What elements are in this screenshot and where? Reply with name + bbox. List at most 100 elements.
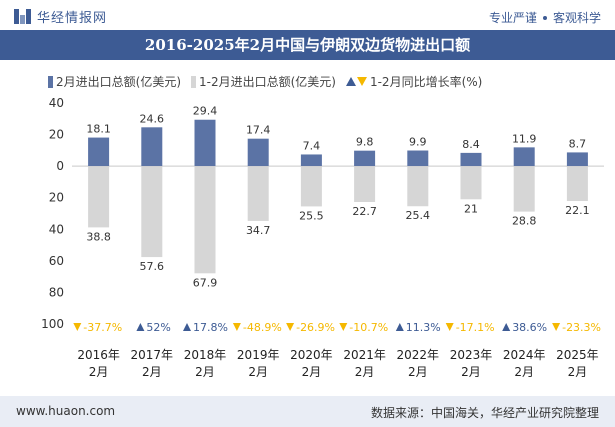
x-category-label-month: 2月	[142, 365, 162, 379]
title-bar: 2016-2025年2月中国与伊朗双边货物进出口额	[0, 30, 615, 60]
x-category-label-year: 2019年	[237, 348, 280, 362]
x-category-label-month: 2月	[89, 365, 109, 379]
brand-logo[interactable]: 华经情报网	[14, 7, 107, 26]
growth-rate-label: 52%	[146, 321, 170, 334]
footer-bar: www.huaon.com 数据来源：中国海关，华经产业研究院整理	[0, 396, 615, 427]
growth-down-triangle-icon	[286, 323, 295, 331]
bar-series2	[88, 166, 110, 228]
growth-down-triangle-icon	[339, 323, 348, 331]
growth-up-triangle-icon	[136, 323, 145, 331]
growth-up-triangle-icon	[183, 323, 191, 331]
bar-series1	[194, 119, 216, 167]
bar-series2-value-label: 25.5	[299, 209, 324, 222]
x-category-label-year: 2016年	[77, 348, 120, 362]
bar-series1	[300, 154, 322, 167]
bar-series2-value-label: 34.7	[246, 224, 271, 237]
legend-label-series3: 1-2月同比增长率(%)	[369, 75, 483, 89]
growth-rate-label: -48.9%	[243, 321, 282, 334]
bar-series2-value-label: 28.8	[512, 215, 537, 228]
growth-rate-label: -37.7%	[83, 321, 122, 334]
bar-series1-value-label: 7.4	[303, 139, 321, 152]
bar-series2	[247, 166, 269, 221]
footer-website-link[interactable]: www.huaon.com	[16, 404, 116, 418]
tagline: 专业严谨 客观科学	[489, 9, 601, 26]
x-category-label-year: 2017年	[131, 348, 174, 362]
separator-dot-icon	[542, 15, 547, 20]
bar-series2-value-label: 25.4	[406, 209, 431, 222]
y-tick-label: 20	[49, 191, 64, 205]
bar-series2	[354, 166, 376, 202]
x-category-label-month: 2月	[408, 365, 428, 379]
x-category-label-month: 2月	[248, 365, 268, 379]
legend-item-series2: 1-2月进出口总额(亿美元)	[191, 73, 336, 90]
bar-series1	[460, 152, 482, 167]
bar-series1	[407, 150, 429, 167]
growth-rate-label: 38.6%	[512, 321, 547, 334]
bar-series2	[407, 166, 429, 207]
bar-series1	[513, 147, 535, 167]
growth-down-triangle-icon	[73, 323, 82, 331]
y-tick-label: 80	[49, 285, 64, 299]
bar-series2-value-label: 22.1	[565, 204, 590, 217]
bar-series1	[354, 150, 376, 167]
x-category-label-month: 2月	[461, 365, 481, 379]
footer-source: 数据来源：中国海关，华经产业研究院整理	[370, 406, 599, 420]
bar-series2	[141, 166, 163, 258]
y-tick-label: 100	[41, 317, 64, 331]
x-category-label-year: 2022年	[397, 348, 440, 362]
y-tick-label: 20	[49, 128, 64, 142]
tagline-right: 客观科学	[552, 11, 601, 25]
growth-up-triangle-icon	[395, 323, 404, 331]
x-category-label-year: 2023年	[450, 348, 493, 362]
brand-logo-icon	[14, 9, 32, 24]
x-category-label-month: 2月	[568, 365, 588, 379]
bar-series2-value-label: 21	[464, 202, 478, 215]
bar-series1-value-label: 9.8	[356, 136, 374, 149]
top-bar: 华经情报网 专业严谨 客观科学	[0, 0, 615, 30]
legend-label-series1: 2月进出口总额(亿美元)	[56, 75, 181, 89]
bar-series1	[141, 127, 163, 167]
bar-series2	[566, 166, 588, 202]
bar-series1-value-label: 17.4	[246, 124, 271, 137]
legend-swatch-series1	[48, 75, 53, 88]
growth-rate-label: -10.7%	[349, 321, 388, 334]
x-category-label-year: 2025年	[556, 348, 599, 362]
bar-series2-value-label: 22.7	[352, 205, 377, 218]
chart-legend: 2月进出口总额(亿美元) 1-2月进出口总额(亿美元) 1-2月同比增长率(%)	[48, 73, 492, 90]
bar-series1	[247, 138, 269, 167]
growth-up-triangle-icon	[502, 323, 511, 331]
bar-series1	[566, 152, 588, 167]
triangle-up-icon	[345, 77, 356, 86]
y-tick-label: 60	[49, 254, 64, 268]
x-category-label-month: 2月	[195, 365, 215, 379]
x-category-label-year: 2021年	[343, 348, 386, 362]
chart-title: 2016-2025年2月中国与伊朗双边货物进出口额	[144, 36, 471, 54]
triangle-down-icon	[356, 77, 367, 86]
bar-series2-value-label: 38.8	[86, 230, 111, 243]
bar-series2	[460, 166, 482, 200]
bar-series1-value-label: 11.9	[512, 132, 537, 145]
x-category-label-month: 2月	[355, 365, 375, 379]
x-category-label-year: 2024年	[503, 348, 546, 362]
y-tick-label: 40	[49, 96, 64, 110]
growth-down-triangle-icon	[552, 323, 561, 331]
chart-area: 40 20 0 20 40 60 80 100 18.1 38.8 -37.7% 2016年 2月 24.…	[41, 96, 604, 379]
bar-series1-value-label: 18.1	[86, 123, 111, 136]
bar-series2	[300, 166, 322, 207]
legend-swatch-series2	[191, 75, 196, 88]
bar-series2-value-label: 67.9	[193, 276, 218, 289]
x-category-label-month: 2月	[302, 365, 322, 379]
bar-series1	[88, 137, 110, 167]
x-category-label-year: 2018年	[184, 348, 227, 362]
legend-label-series2: 1-2月进出口总额(亿美元)	[199, 75, 336, 89]
bar-series1-value-label: 9.9	[409, 136, 427, 149]
bar-series2	[194, 166, 216, 274]
bar-series1-value-label: 8.7	[569, 137, 587, 150]
growth-rate-label: 11.3%	[406, 321, 441, 334]
x-category-label-year: 2020年	[290, 348, 333, 362]
y-tick-label: 0	[56, 159, 64, 173]
brand-name: 华经情报网	[37, 11, 108, 26]
growth-rate-label: -23.3%	[562, 321, 601, 334]
bar-series1-value-label: 8.4	[462, 138, 480, 151]
y-tick-label: 40	[49, 222, 64, 236]
